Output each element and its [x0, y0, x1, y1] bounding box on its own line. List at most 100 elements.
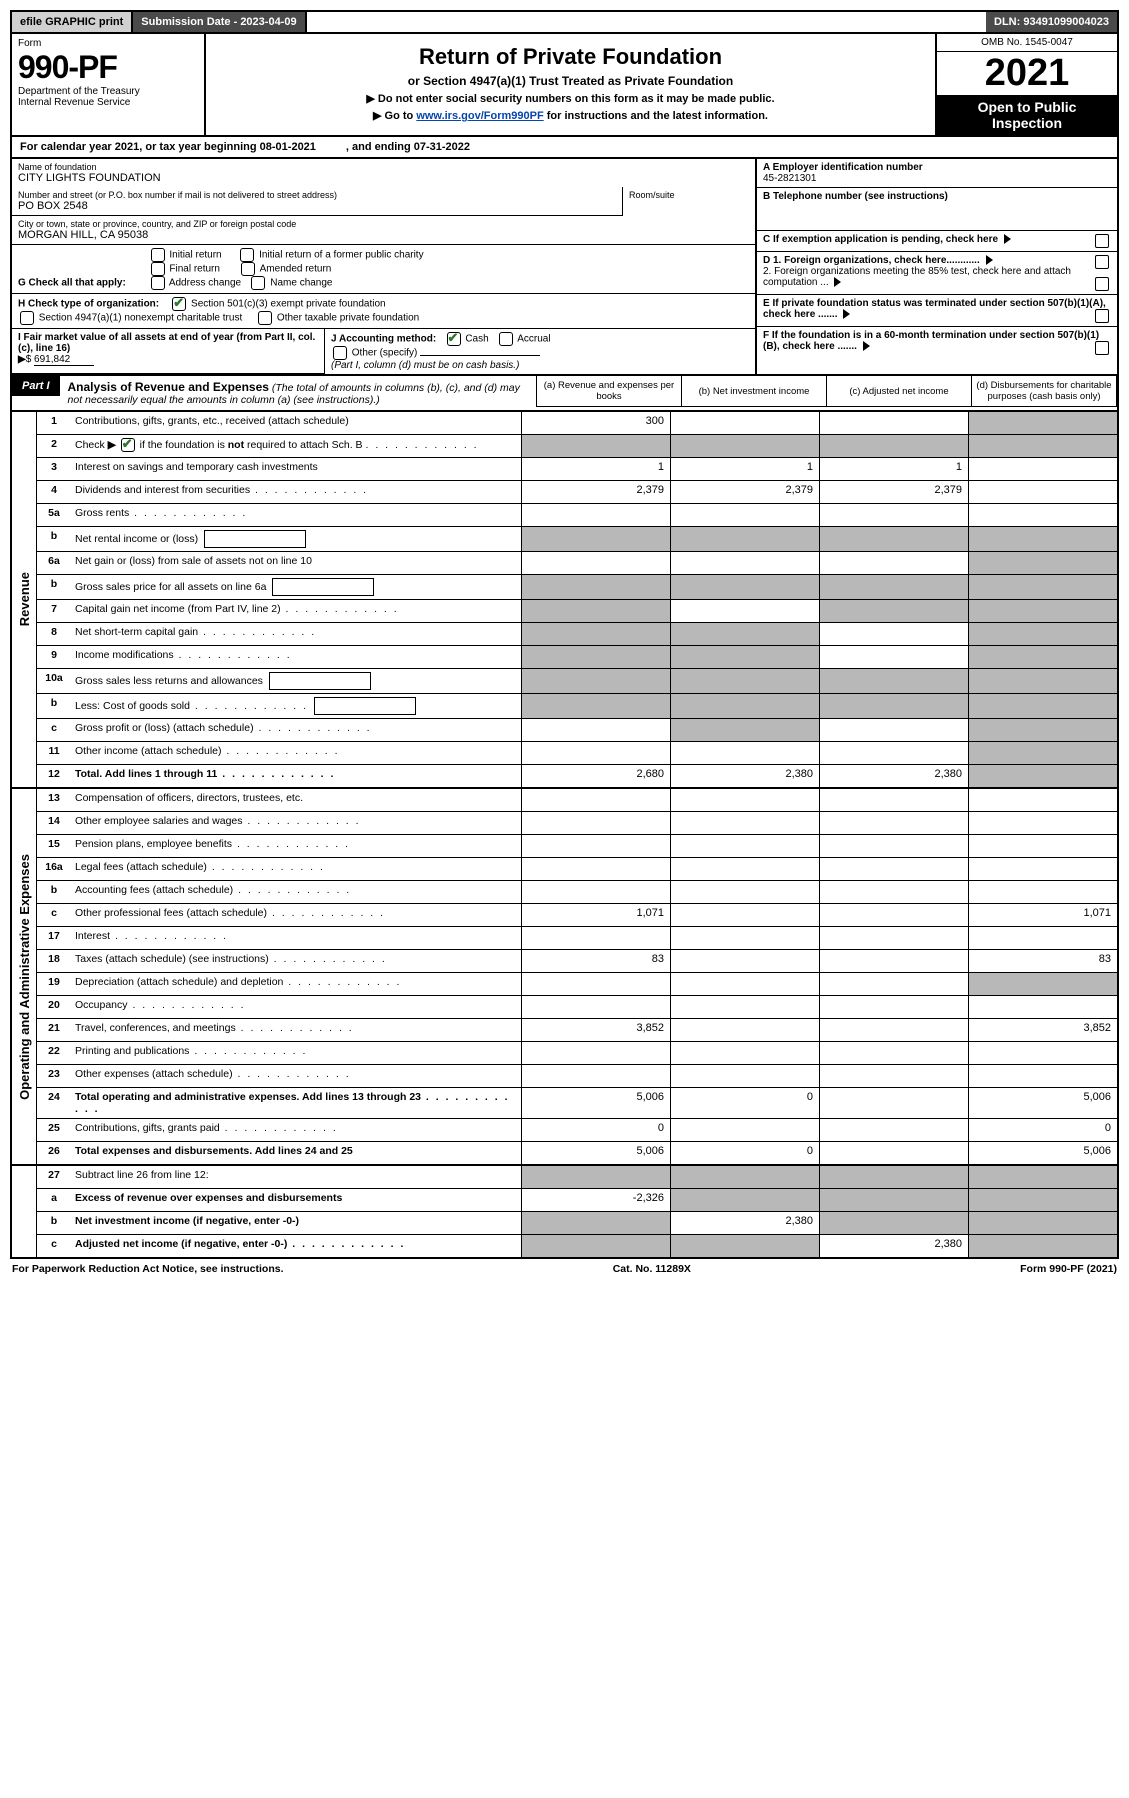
revenue-label: Revenue	[17, 572, 32, 626]
line-description: Net gain or (loss) from sale of assets n…	[71, 552, 521, 574]
table-row: 17Interest	[37, 927, 1117, 950]
name-change-checkbox[interactable]	[251, 276, 265, 290]
part1-tag: Part I	[12, 376, 60, 396]
header-right: OMB No. 1545-0047 2021 Open to Public In…	[935, 34, 1117, 135]
cell-d	[968, 1042, 1117, 1064]
line-description: Gross profit or (loss) (attach schedule)	[71, 719, 521, 741]
cell-d: 5,006	[968, 1142, 1117, 1164]
table-row: 18Taxes (attach schedule) (see instructi…	[37, 950, 1117, 973]
line-description: Net rental income or (loss)	[71, 527, 521, 551]
cell-d	[968, 646, 1117, 668]
form-title: Return of Private Foundation	[212, 44, 929, 70]
cell-d	[968, 458, 1117, 480]
revenue-side-label: Revenue	[12, 412, 37, 787]
irs-label: Internal Revenue Service	[18, 97, 198, 108]
efile-label[interactable]: efile GRAPHIC print	[12, 12, 133, 32]
final-return-checkbox[interactable]	[151, 262, 165, 276]
cell-b	[670, 835, 819, 857]
g-opt-2: Address change	[169, 278, 241, 289]
foreign-org-checkbox[interactable]	[1095, 255, 1109, 269]
cell-b	[670, 904, 819, 926]
cell-b	[670, 812, 819, 834]
table-row: bAccounting fees (attach schedule)	[37, 881, 1117, 904]
h-opt-1: Section 501(c)(3) exempt private foundat…	[191, 299, 386, 310]
sch-b-checkbox[interactable]	[121, 438, 135, 452]
cell-a	[521, 881, 670, 903]
other-taxable-checkbox[interactable]	[258, 311, 272, 325]
line-number: 4	[37, 481, 71, 503]
form990pf-link[interactable]: www.irs.gov/Form990PF	[416, 110, 543, 122]
60-month-checkbox[interactable]	[1095, 341, 1109, 355]
cell-c	[819, 789, 968, 811]
col-c-header: (c) Adjusted net income	[827, 376, 972, 407]
line-description: Pension plans, employee benefits	[71, 835, 521, 857]
cell-d	[968, 1235, 1117, 1257]
table-row: 4Dividends and interest from securities2…	[37, 481, 1117, 504]
j-other: Other (specify)	[352, 348, 418, 359]
section-j: J Accounting method: Cash Accrual Other …	[324, 329, 755, 374]
cell-d	[968, 973, 1117, 995]
table-row: 25Contributions, gifts, grants paid00	[37, 1119, 1117, 1142]
status-terminated-checkbox[interactable]	[1095, 309, 1109, 323]
cash-checkbox[interactable]	[447, 332, 461, 346]
section-h: H Check type of organization: Section 50…	[12, 294, 755, 329]
cell-a: 300	[521, 412, 670, 434]
cell-a: -2,326	[521, 1189, 670, 1211]
line-number: 2	[37, 435, 71, 457]
cell-b	[670, 996, 819, 1018]
open-public-badge: Open to Public Inspection	[937, 95, 1117, 135]
cell-a	[521, 742, 670, 764]
section-f: F If the foundation is in a 60-month ter…	[757, 327, 1117, 358]
table-row: 9Income modifications	[37, 646, 1117, 669]
cell-d	[968, 812, 1117, 834]
cell-a	[521, 835, 670, 857]
i-label: I Fair market value of all assets at end…	[18, 332, 315, 354]
cell-b	[670, 881, 819, 903]
submission-date: Submission Date - 2023-04-09	[133, 12, 306, 32]
other-method-checkbox[interactable]	[333, 346, 347, 360]
accrual-checkbox[interactable]	[499, 332, 513, 346]
cell-c: 2,379	[819, 481, 968, 503]
4947a1-checkbox[interactable]	[20, 311, 34, 325]
city-label: City or town, state or province, country…	[18, 219, 749, 229]
501c3-checkbox[interactable]	[172, 297, 186, 311]
table-row: 10aGross sales less returns and allowanc…	[37, 669, 1117, 694]
revenue-table: Revenue 1Contributions, gifts, grants, e…	[10, 412, 1119, 789]
cell-a	[521, 927, 670, 949]
cell-b	[670, 742, 819, 764]
form-ref: Form 990-PF (2021)	[1020, 1263, 1117, 1275]
cell-d	[968, 835, 1117, 857]
former-public-checkbox[interactable]	[240, 248, 254, 262]
ein-value: 45-2821301	[763, 173, 816, 184]
amended-return-checkbox[interactable]	[241, 262, 255, 276]
line-description: Excess of revenue over expenses and disb…	[71, 1189, 521, 1211]
cell-d	[968, 623, 1117, 645]
line-number: 18	[37, 950, 71, 972]
cell-d	[968, 1189, 1117, 1211]
initial-return-checkbox[interactable]	[151, 248, 165, 262]
address-change-checkbox[interactable]	[151, 276, 165, 290]
expenses-table: Operating and Administrative Expenses 13…	[10, 789, 1119, 1166]
line-description: Other employee salaries and wages	[71, 812, 521, 834]
line-description: Gross rents	[71, 504, 521, 526]
inline-amount-box	[314, 697, 416, 715]
exemption-pending-checkbox[interactable]	[1095, 234, 1109, 248]
summary-rows: 27Subtract line 26 from line 12:aExcess …	[37, 1166, 1117, 1257]
d2-label: 2. Foreign organizations meeting the 85%…	[763, 266, 1071, 288]
line-description: Gross sales less returns and allowances	[71, 669, 521, 693]
cell-a	[521, 789, 670, 811]
table-row: 1Contributions, gifts, grants, etc., rec…	[37, 412, 1117, 435]
line-number: 22	[37, 1042, 71, 1064]
line-description: Other professional fees (attach schedule…	[71, 904, 521, 926]
cell-d	[968, 789, 1117, 811]
e-label: E If private foundation status was termi…	[763, 298, 1106, 320]
j-label: J Accounting method:	[331, 334, 436, 345]
table-row: 7Capital gain net income (from Part IV, …	[37, 600, 1117, 623]
table-row: 21Travel, conferences, and meetings3,852…	[37, 1019, 1117, 1042]
line-description: Interest	[71, 927, 521, 949]
table-row: cGross profit or (loss) (attach schedule…	[37, 719, 1117, 742]
line-description: Printing and publications	[71, 1042, 521, 1064]
line-description: Total. Add lines 1 through 11	[71, 765, 521, 787]
cell-d	[968, 881, 1117, 903]
foreign-85-checkbox[interactable]	[1095, 277, 1109, 291]
